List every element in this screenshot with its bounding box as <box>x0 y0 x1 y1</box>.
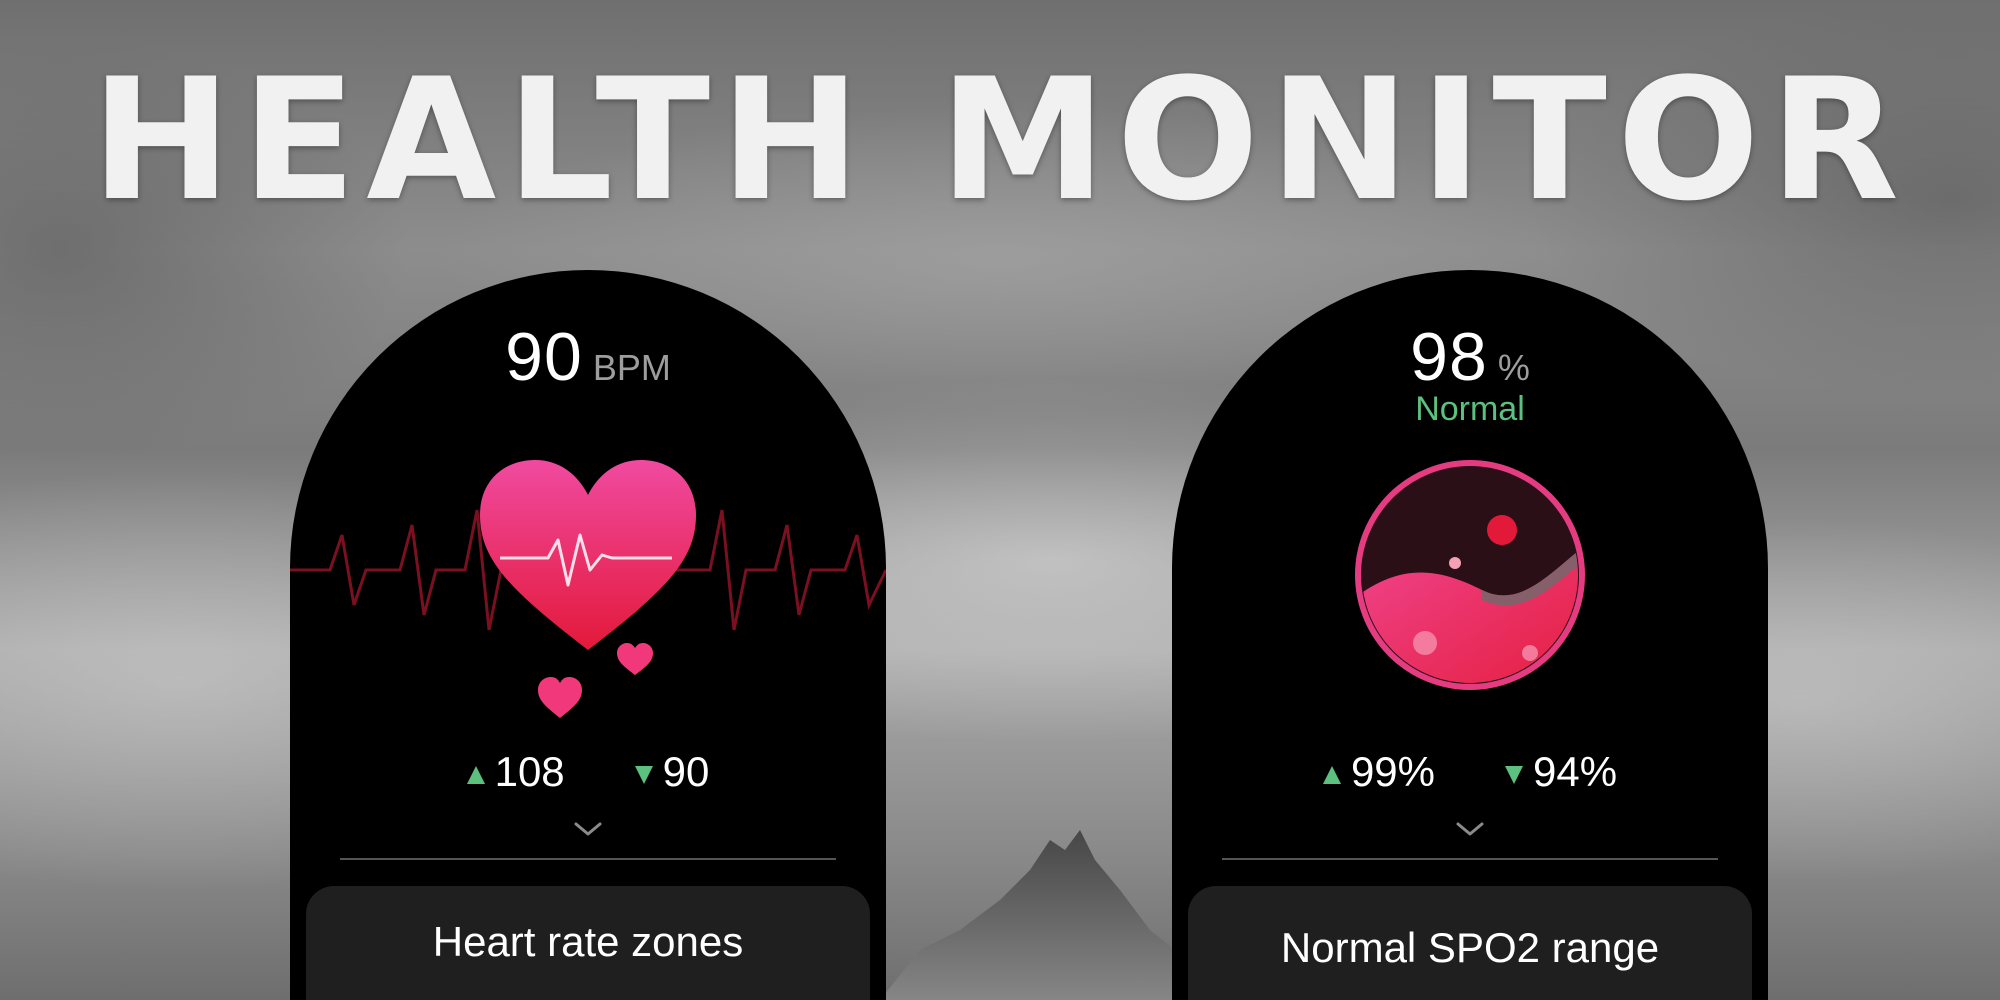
spo2-value: 98 <box>1410 319 1488 395</box>
spo2-reading: 98% <box>1172 318 1768 396</box>
heart-rate-reading: 90 BPM <box>290 318 886 396</box>
spo2-low-value: 94% <box>1533 748 1618 795</box>
heart-rate-value: 90 <box>505 319 583 395</box>
spo2-high-value: 99% <box>1350 748 1435 795</box>
heart-rate-illustration <box>290 460 886 718</box>
heart-icon <box>480 460 696 650</box>
heart-rate-panel: 90 BPM 108 90 Heart rate zones <box>290 270 886 1000</box>
divider <box>340 858 836 860</box>
page-title: HEALTH MONITOR <box>90 42 1910 238</box>
heart-rate-high: 108 <box>466 748 565 796</box>
spo2-high: 99% <box>1322 748 1435 796</box>
spo2-range-card[interactable]: Normal SPO2 range <box>1188 886 1752 1000</box>
divider <box>1222 858 1718 860</box>
spo2-unit: % <box>1497 347 1530 388</box>
spo2-status: Normal <box>1415 390 1525 428</box>
heart-rate-high-value: 108 <box>494 748 565 795</box>
mountain-silhouette <box>880 830 1200 1000</box>
heart-rate-range: 108 90 <box>290 748 886 796</box>
heart-rate-unit: BPM <box>592 347 671 388</box>
heart-pulse-icon <box>500 533 672 587</box>
triangle-up-icon <box>1322 766 1341 784</box>
heart-rate-zones-label: Heart rate zones <box>432 918 744 965</box>
small-heart-icon <box>617 643 653 675</box>
spo2-illustration <box>1355 460 1585 690</box>
heart-rate-low-value: 90 <box>662 748 710 795</box>
chevron-down-icon[interactable] <box>572 820 604 840</box>
spo2-range: 99% 94% <box>1172 748 1768 796</box>
spo2-panel: 98% Normal 99% 94% <box>1172 270 1768 1000</box>
triangle-down-icon <box>1505 766 1523 784</box>
heart-rate-low: 90 <box>634 748 710 796</box>
spo2-range-label: Normal SPO2 range <box>1280 924 1660 971</box>
chevron-down-icon[interactable] <box>1454 820 1486 840</box>
triangle-up-icon <box>466 766 485 784</box>
spo2-low: 94% <box>1505 748 1617 796</box>
triangle-down-icon <box>634 766 653 784</box>
heart-rate-zones-card[interactable]: Heart rate zones <box>306 886 870 1000</box>
small-heart-icon <box>538 677 582 718</box>
